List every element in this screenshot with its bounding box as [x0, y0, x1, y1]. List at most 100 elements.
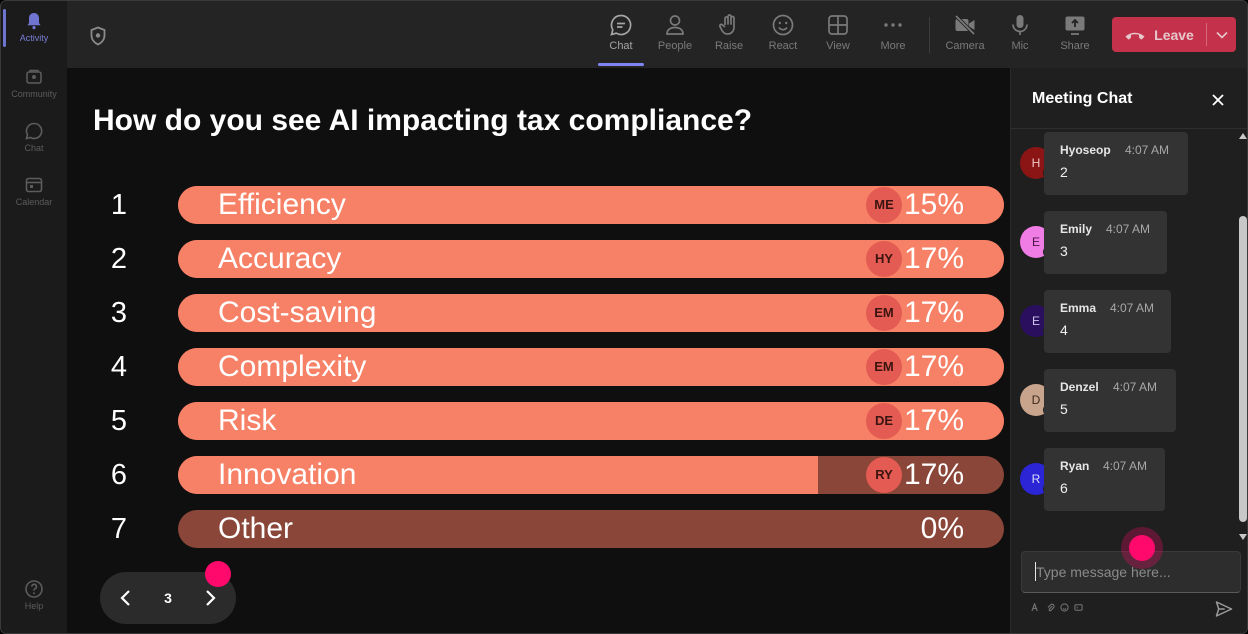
poll-option-label: Other [218, 512, 294, 545]
poll-option-bar: Other 0% [178, 510, 1004, 548]
attach-icon[interactable] [1046, 603, 1055, 612]
pointer-indicator [1129, 535, 1155, 561]
chevron-right-icon[interactable] [198, 586, 222, 610]
people-button[interactable]: People [650, 11, 700, 61]
more-button-label: More [880, 40, 906, 52]
view-button[interactable]: View [813, 11, 863, 61]
poll-option-percent: 17% [903, 296, 964, 329]
rail-item-help[interactable]: Help [1, 579, 67, 629]
community-icon [26, 69, 42, 84]
more-dots-icon [884, 23, 902, 27]
chat-message[interactable]: Emily 4:07 AM 3 [1044, 211, 1167, 274]
chat-button-label: Chat [609, 40, 633, 52]
poll-option-percent: 17% [903, 458, 964, 491]
poll-option-fill [178, 456, 819, 494]
calendar-icon [25, 177, 43, 193]
poll-question: How do you see AI impacting tax complian… [93, 104, 753, 137]
react-button[interactable]: React [758, 11, 808, 61]
grid-view-icon [828, 15, 848, 35]
chevron-left-icon[interactable] [114, 586, 138, 610]
chat-message-time: 4:07 AM [1106, 222, 1151, 236]
send-icon[interactable] [1214, 599, 1234, 619]
rail-item-activity[interactable]: Activity [1, 11, 67, 61]
poll-option-number: 4 [110, 351, 128, 383]
poll-option-number: 7 [110, 513, 128, 545]
rail-item-label: Help [24, 601, 44, 611]
hang-up-icon [1125, 32, 1145, 39]
leave-options-button[interactable] [1208, 17, 1236, 52]
chat-message-text: 6 [1060, 480, 1068, 496]
chat-icon [610, 14, 632, 36]
gif-icon[interactable] [1074, 603, 1083, 612]
chat-message-list: H Hyoseop 4:07 AM 2 E Emily 4:07 AM 3 E Emma 4:07 … [1011, 129, 1247, 544]
chat-message-text: 3 [1060, 243, 1068, 259]
shield-icon[interactable] [89, 26, 107, 46]
people-button-label: People [657, 40, 693, 52]
toolbar-divider [929, 17, 930, 53]
view-button-label: View [826, 40, 850, 52]
chat-panel-title: Meeting Chat [1032, 90, 1133, 107]
leave-main[interactable]: Leave [1112, 17, 1206, 52]
more-button[interactable]: More [868, 11, 918, 61]
text-caret [1035, 562, 1036, 581]
format-text-icon[interactable] [1031, 603, 1040, 612]
react-button-label: React [768, 40, 798, 52]
camera-button-label: Camera [945, 40, 985, 52]
poll-option-number: 1 [110, 189, 128, 221]
poll-option-row: 2 Accuracy HY 17% [67, 240, 1010, 278]
raise-hand-icon [719, 14, 735, 35]
raise-hand-button[interactable]: Raise [704, 11, 754, 61]
poll-option-number: 2 [110, 243, 128, 275]
share-button-label: Share [1060, 40, 1090, 52]
scrollbar-thumb[interactable] [1239, 216, 1247, 522]
chat-message-author: Ryan [1060, 459, 1090, 473]
raise-hand-label: Raise [714, 40, 744, 52]
rail-item-calendar[interactable]: Calendar [1, 175, 67, 225]
poll-option-label: Efficiency [218, 188, 346, 221]
poll-option-percent: 17% [903, 242, 964, 275]
share-button[interactable]: Share [1050, 11, 1100, 61]
chat-message-time: 4:07 AM [1113, 380, 1158, 394]
chat-icon [25, 122, 43, 140]
active-tab-indicator [598, 63, 644, 66]
chat-message-input[interactable] [1021, 551, 1241, 593]
poll-option-number: 3 [110, 297, 128, 329]
camera-button[interactable]: Camera [940, 11, 990, 61]
mic-button[interactable]: Mic [995, 11, 1045, 61]
poll-option-label: Risk [218, 404, 277, 437]
chat-message[interactable]: Emma 4:07 AM 4 [1044, 290, 1171, 353]
chat-message-author: Emma [1060, 301, 1097, 315]
chat-message-text: 5 [1060, 401, 1068, 417]
poll-option-label: Accuracy [218, 242, 342, 275]
chat-message[interactable]: Hyoseop 4:07 AM 2 [1044, 132, 1188, 195]
leave-button[interactable]: Leave [1112, 17, 1236, 52]
chat-header-divider [1011, 128, 1247, 129]
pointer-indicator [205, 561, 231, 587]
rail-item-label: Community [11, 89, 57, 99]
voter-avatar: EM [866, 349, 902, 385]
scroll-up-arrow-icon[interactable] [1239, 133, 1247, 139]
poll-option-bar: Complexity EM 17% [178, 348, 1004, 386]
chat-message-text: 2 [1060, 164, 1068, 180]
chat-message-time: 4:07 AM [1125, 143, 1170, 157]
smiley-icon [772, 14, 794, 36]
rail-item-chat[interactable]: Chat [1, 121, 67, 171]
leave-button-label: Leave [1154, 26, 1194, 43]
chat-button[interactable]: Chat [596, 11, 646, 61]
chevron-down-icon [1216, 31, 1228, 39]
chat-message-author: Emily [1060, 222, 1093, 236]
chat-message[interactable]: Ryan 4:07 AM 6 [1044, 448, 1165, 511]
mic-button-label: Mic [1011, 40, 1029, 52]
chat-message[interactable]: Denzel 4:07 AM 5 [1044, 369, 1176, 432]
close-icon[interactable] [1208, 90, 1228, 110]
scroll-down-arrow-icon[interactable] [1239, 534, 1247, 540]
rail-item-community[interactable]: Community [1, 67, 67, 117]
poll-option-bar: Accuracy HY 17% [178, 240, 1004, 278]
chat-message-time: 4:07 AM [1103, 459, 1148, 473]
emoji-icon[interactable] [1060, 603, 1069, 612]
share-screen-icon [1065, 16, 1085, 35]
poll-option-bar: Efficiency ME 15% [178, 186, 1004, 224]
chat-message-author: Denzel [1060, 380, 1099, 394]
chat-scrollbar[interactable] [1236, 129, 1247, 544]
